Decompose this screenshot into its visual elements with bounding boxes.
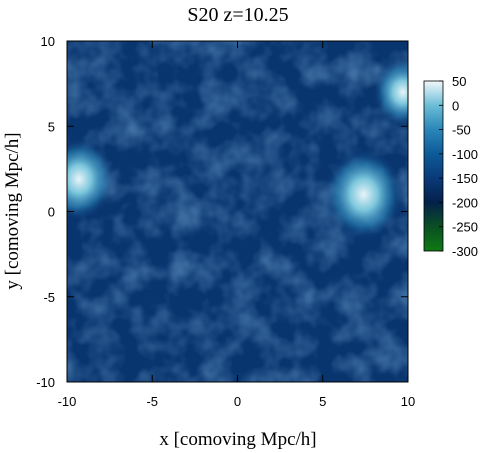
x-tick-label: 5 <box>319 394 326 409</box>
y-tick-label: 0 <box>48 205 55 220</box>
colorbar-gradient <box>423 80 444 252</box>
colorbar: 50 0 -50 -100 -150 -200 -250 -300 <box>423 74 478 259</box>
y-tick-label: -10 <box>36 375 55 390</box>
x-tick-label: 0 <box>234 394 241 409</box>
y-axis-label: y [comoving Mpc/h] <box>2 132 23 289</box>
chart-title: S20 z=10.25 <box>187 4 288 26</box>
y-tick-label: -5 <box>43 290 55 305</box>
bright-spot <box>67 138 115 220</box>
bright-spot <box>324 149 404 240</box>
colorbar-tick-label: -300 <box>452 244 478 259</box>
colorbar-tick-label: 50 <box>452 74 466 89</box>
colorbar-tick-label: -200 <box>452 195 478 210</box>
colorbar-tick-label: -150 <box>452 171 478 186</box>
y-tick-label: 5 <box>48 119 55 134</box>
colorbar-tick-label: -50 <box>452 123 471 138</box>
x-tick-label: 10 <box>401 394 415 409</box>
y-tick-label: 10 <box>41 34 55 49</box>
colorbar-tick-label: -100 <box>452 147 478 162</box>
bright-spot <box>373 58 408 127</box>
colorbar-tick-label: 0 <box>452 98 459 113</box>
colorbar-tick-label: -250 <box>452 220 478 235</box>
x-axis-label: x [comoving Mpc/h] <box>159 429 316 450</box>
y-axis: 10 5 0 -5 -10 <box>36 34 408 390</box>
x-axis: -10 -5 0 5 10 <box>58 41 415 409</box>
heatmap-area <box>67 41 408 382</box>
x-tick-label: -5 <box>146 394 158 409</box>
x-tick-label: -10 <box>58 394 77 409</box>
